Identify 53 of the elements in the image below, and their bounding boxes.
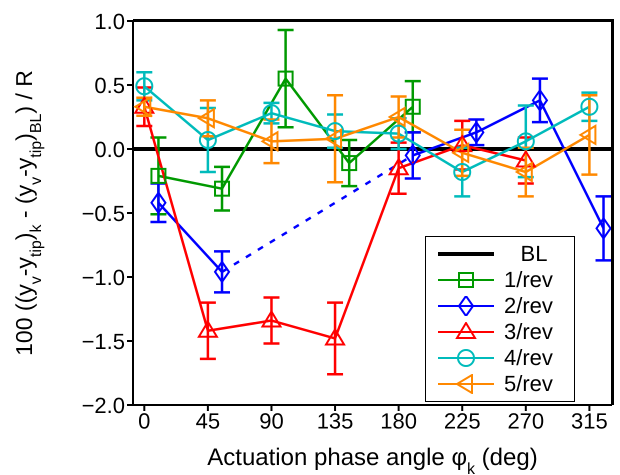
point <box>452 135 472 152</box>
point <box>388 158 409 176</box>
point <box>341 155 358 172</box>
point <box>404 144 421 166</box>
point <box>150 192 166 214</box>
legend-label: BL <box>520 241 548 267</box>
legend-label: 4/rev <box>504 345 554 371</box>
point <box>579 124 596 145</box>
x-tick-label: 90 <box>259 408 284 434</box>
x-tick-label: 135 <box>316 408 354 434</box>
x-axis-title: Actuation phase angle φ$_{k}$ (deg) <box>207 444 538 475</box>
point <box>580 98 598 116</box>
point <box>198 108 215 128</box>
point <box>261 131 278 152</box>
x-tick-label: 180 <box>380 408 417 434</box>
point <box>532 89 548 112</box>
point <box>278 70 294 87</box>
x-tick-label: 0 <box>138 408 150 434</box>
point <box>390 124 408 143</box>
point <box>150 168 166 184</box>
point <box>468 121 484 144</box>
point <box>452 142 470 163</box>
y-tick-label: 0.0 <box>94 136 125 162</box>
legend-label: 5/rev <box>504 371 554 397</box>
x-tick-label: 270 <box>507 408 544 434</box>
point <box>325 328 346 346</box>
point <box>198 131 217 150</box>
x-tick-label: 45 <box>196 408 220 434</box>
point <box>516 150 536 168</box>
y-tick-label: −0.5 <box>82 200 125 226</box>
legend-label: 3/rev <box>504 319 554 345</box>
y-tick-label: 0.5 <box>94 72 125 98</box>
y-tick-label: −2.0 <box>82 392 125 418</box>
point <box>596 217 612 240</box>
point <box>214 260 230 283</box>
point <box>261 310 282 328</box>
point <box>326 122 344 140</box>
x-tick-label: 315 <box>571 408 608 434</box>
y-tick-label: −1.5 <box>82 328 125 354</box>
point <box>135 77 154 96</box>
point <box>516 132 535 150</box>
point <box>453 163 472 182</box>
point <box>404 98 421 115</box>
point <box>198 320 218 338</box>
y-tick-label: 1.0 <box>94 8 125 34</box>
point <box>214 180 230 197</box>
point <box>325 128 342 149</box>
x-tick-label: 225 <box>444 408 481 434</box>
legend-label: 2/rev <box>504 293 554 319</box>
point <box>516 162 533 182</box>
point <box>388 107 406 127</box>
y-tick-label: −1.0 <box>82 264 125 290</box>
legend-label: 1/rev <box>504 267 554 293</box>
